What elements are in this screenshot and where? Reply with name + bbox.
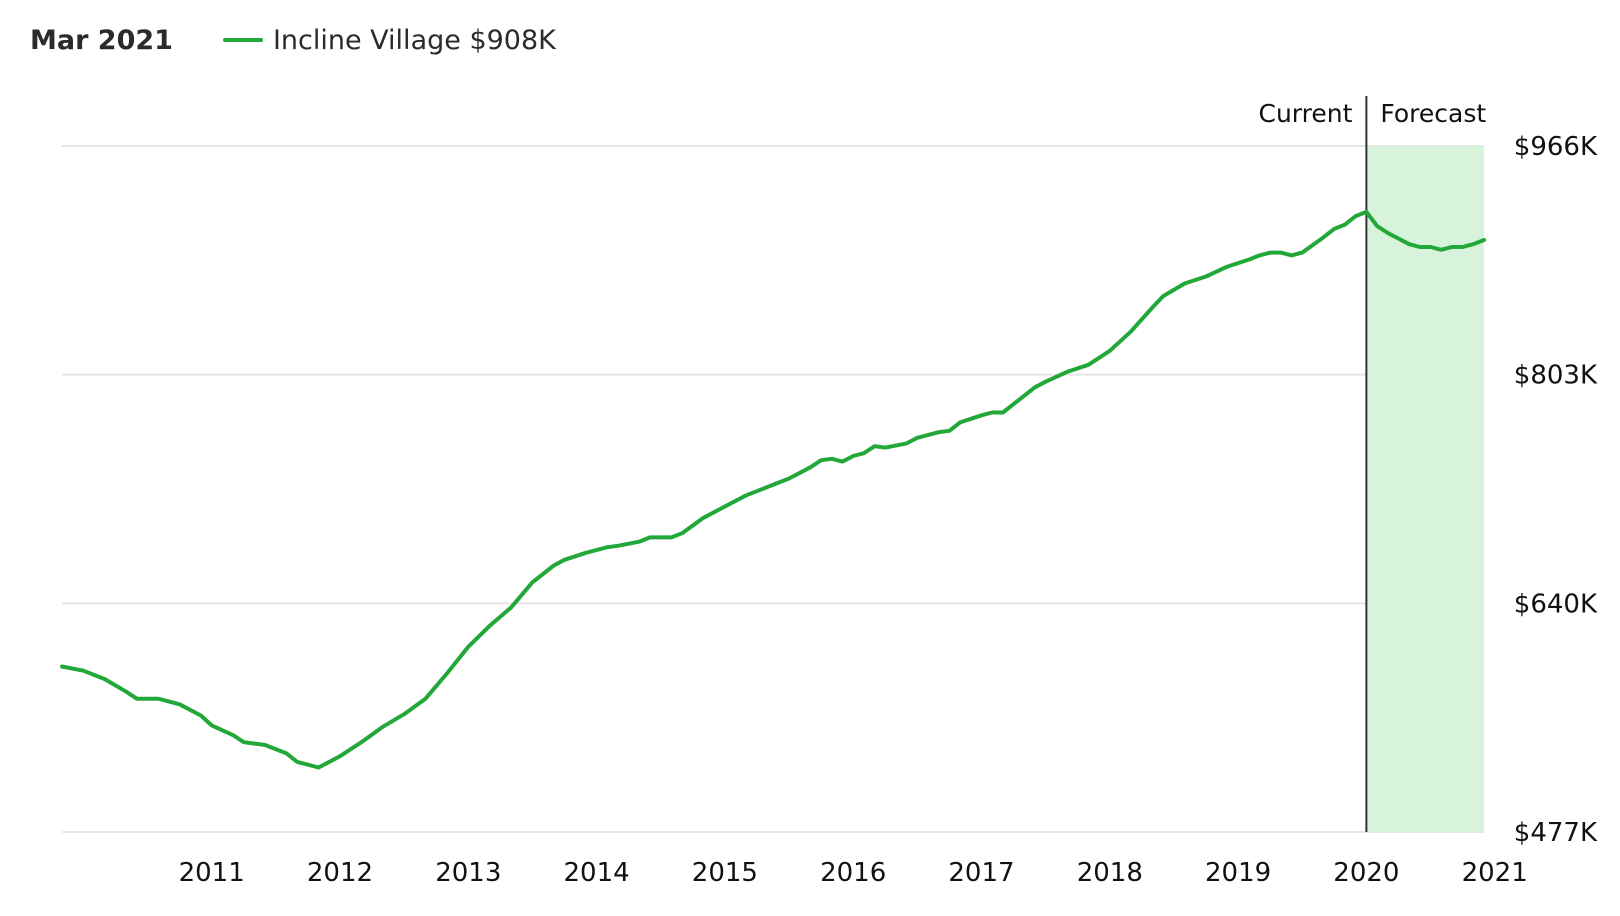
y-tick-label: $966K: [1514, 132, 1598, 162]
forecast-label: Forecast: [1380, 99, 1486, 128]
current-label: Current: [1258, 99, 1352, 128]
x-tick-label: 2016: [820, 858, 886, 888]
y-tick-label: $477K: [1514, 818, 1598, 848]
x-tick-label: 2013: [435, 858, 501, 888]
x-tick-label: 2011: [179, 858, 245, 888]
x-axis-ticks: 2011 2012 2013 2014 2015 2016 2017 2018 2019 2020…: [179, 858, 1528, 888]
legend-line-swatch-icon: [222, 38, 263, 42]
x-tick-label: 2020: [1333, 858, 1399, 888]
x-tick-label: 2017: [948, 858, 1014, 888]
y-tick-label: $803K: [1514, 361, 1598, 391]
forecast-band: [1366, 146, 1484, 832]
x-tick-label: 2019: [1205, 858, 1271, 888]
x-tick-label: 2014: [564, 858, 630, 888]
legend-item-incline-village[interactable]: Incline Village $908K: [222, 24, 556, 56]
x-tick-label: 2021: [1462, 858, 1528, 888]
y-axis-ticks: $966K $803K $640K $477K: [1514, 132, 1598, 848]
y-tick-label: $640K: [1514, 589, 1598, 619]
x-tick-label: 2012: [307, 858, 373, 888]
chart-header: Mar 2021 Incline Village $908K: [30, 18, 556, 62]
series-line-incline-village[interactable]: [60, 209, 1486, 770]
x-tick-label: 2018: [1077, 858, 1143, 888]
legend-label: Incline Village $908K: [272, 24, 556, 56]
x-tick-label: 2015: [692, 858, 758, 888]
grid-lines: [62, 145, 1484, 833]
selected-date-label: Mar 2021: [30, 24, 173, 56]
